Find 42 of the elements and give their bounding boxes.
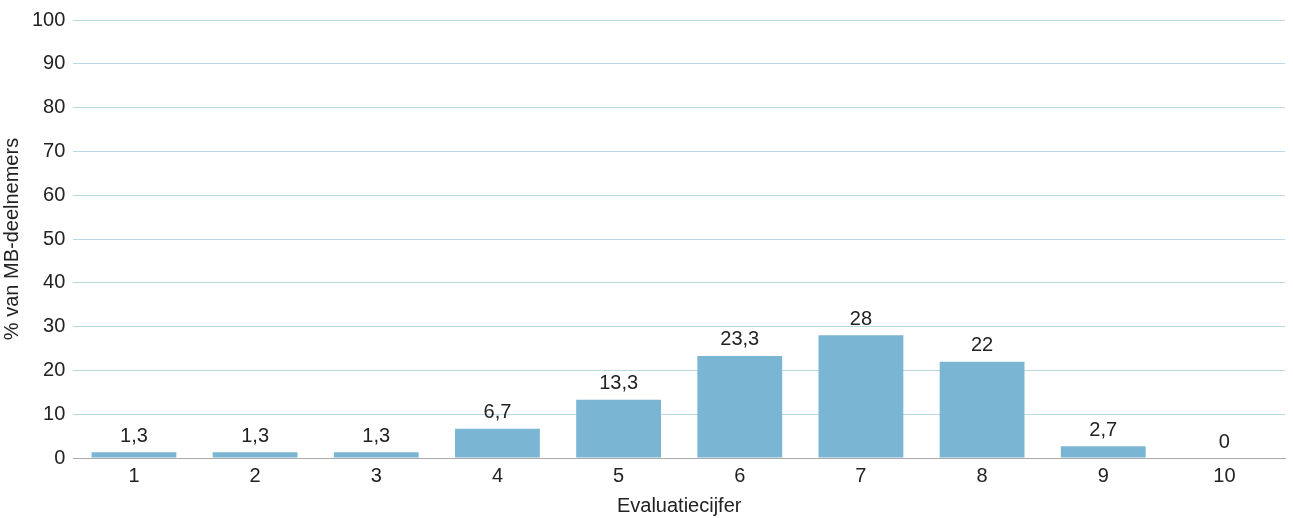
- data-label: 1,3: [362, 423, 391, 446]
- y-tick-label: 80: [43, 95, 66, 118]
- x-tick-label: 9: [1097, 463, 1109, 486]
- y-tick-label: 60: [43, 182, 66, 205]
- bar: [333, 452, 419, 458]
- y-tick-label: 30: [43, 314, 66, 337]
- data-label: 1,3: [241, 423, 270, 446]
- y-tick-label: 100: [31, 7, 66, 30]
- y-tick-label: 50: [43, 226, 66, 249]
- data-label: 2,7: [1089, 417, 1118, 440]
- x-tick-label: 7: [855, 463, 867, 486]
- y-tick-label: 0: [54, 445, 66, 468]
- bar: [1060, 446, 1146, 458]
- y-axis-title: % van MB-deelnemers: [0, 137, 22, 341]
- data-label: 23,3: [720, 327, 760, 350]
- data-label: 22: [970, 333, 994, 356]
- data-label: 28: [849, 306, 873, 329]
- y-tick-label: 90: [43, 51, 66, 74]
- x-tick-label: 10: [1213, 463, 1236, 486]
- x-tick-label: 1: [128, 463, 140, 486]
- bar: [91, 452, 177, 458]
- y-tick-label: 20: [43, 357, 66, 380]
- x-tick-label: 4: [491, 463, 503, 486]
- y-tick-label: 70: [43, 138, 66, 161]
- x-tick-label: 3: [370, 463, 382, 486]
- x-tick-label: 5: [613, 463, 625, 486]
- bar: [818, 335, 904, 458]
- x-tick-label: 6: [734, 463, 746, 486]
- bar: [455, 428, 540, 458]
- x-tick-label: 8: [976, 463, 988, 486]
- bar: [212, 452, 298, 458]
- x-tick-label: 2: [249, 463, 261, 486]
- data-label: 13,3: [599, 371, 639, 394]
- y-tick-label: 10: [43, 401, 66, 424]
- data-label: 1,3: [120, 423, 148, 446]
- bar: [697, 355, 783, 458]
- bar: [939, 361, 1025, 458]
- x-axis-title: Evaluatiecijfer: [616, 493, 742, 516]
- data-label: 0: [1218, 429, 1230, 452]
- y-tick-label: 40: [43, 270, 66, 293]
- bar: [576, 399, 662, 458]
- data-label: 6,7: [483, 400, 512, 423]
